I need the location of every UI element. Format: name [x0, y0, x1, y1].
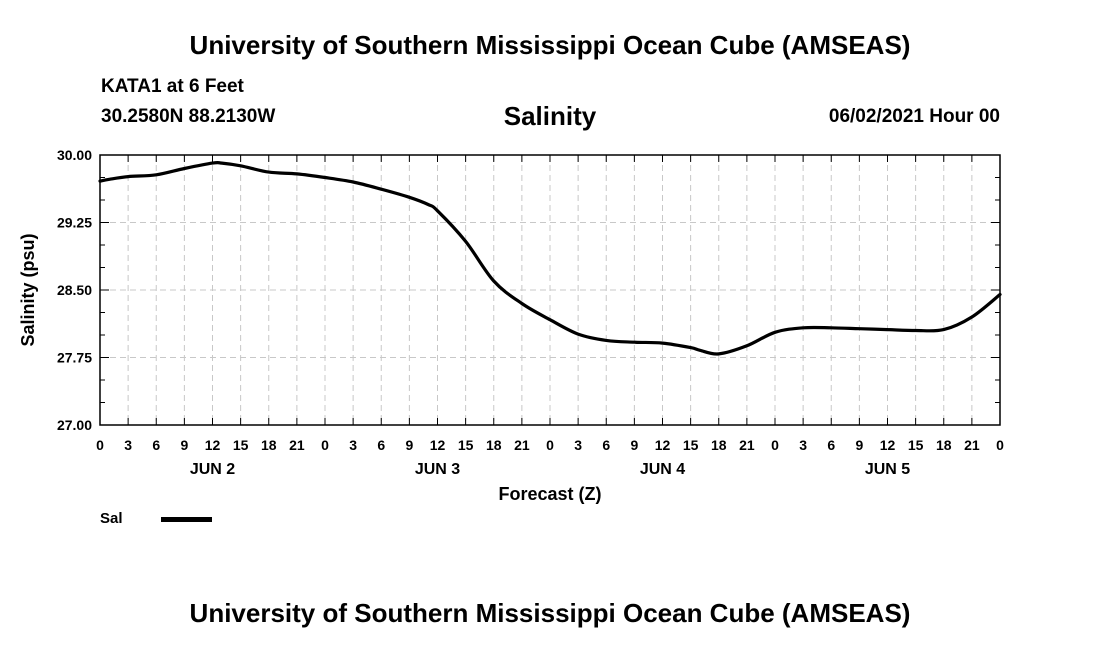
y-tick-label: 30.00 — [57, 147, 92, 163]
x-tick-label: 15 — [683, 437, 699, 453]
x-tick-label: 18 — [261, 437, 277, 453]
y-tick-label: 29.25 — [57, 215, 92, 231]
x-tick-label: 15 — [233, 437, 249, 453]
x-tick-label: 3 — [799, 437, 807, 453]
x-tick-label: 21 — [289, 437, 305, 453]
x-tick-label: 12 — [205, 437, 221, 453]
x-tick-label: 0 — [996, 437, 1004, 453]
x-tick-label: 21 — [964, 437, 980, 453]
x-tick-label: 12 — [880, 437, 896, 453]
x-tick-label: 6 — [827, 437, 835, 453]
x-tick-label: 3 — [349, 437, 357, 453]
y-axis-title: Salinity (psu) — [18, 233, 38, 346]
x-day-label: JUN 3 — [415, 461, 460, 478]
y-tick-label: 27.75 — [57, 350, 92, 366]
x-tick-label: 6 — [377, 437, 385, 453]
x-tick-label: 0 — [771, 437, 779, 453]
x-axis-title: Forecast (Z) — [498, 484, 601, 504]
page-title: University of Southern Mississippi Ocean… — [189, 30, 911, 60]
x-axis: 0 3 6 9 12 15 18 21 0 3 6 9 12 15 18 21 0 3 6 9 12 15 18 21 0 3 6 9… — [96, 437, 1004, 478]
chart-title: Salinity — [503, 101, 597, 131]
series-layer — [98, 160, 1002, 356]
x-tick-label: 0 — [546, 437, 554, 453]
plot-frame — [99, 154, 1001, 426]
x-tick-label: 15 — [908, 437, 924, 453]
x-day-label: JUN 2 — [190, 461, 235, 478]
x-tick-label: 18 — [936, 437, 952, 453]
x-tick-label: 18 — [486, 437, 502, 453]
x-tick-label: 9 — [855, 437, 863, 453]
x-tick-label: 6 — [152, 437, 160, 453]
legend-line-swatch — [161, 517, 212, 522]
x-tick-label: 9 — [630, 437, 638, 453]
x-tick-label: 21 — [514, 437, 530, 453]
x-tick-label: 6 — [602, 437, 610, 453]
coordinates-label: 30.2580N 88.2130W — [101, 106, 276, 127]
y-axis: 27.00 27.75 28.50 29.25 30.00 — [57, 147, 92, 433]
x-tick-label: 15 — [458, 437, 474, 453]
x-tick-label: 3 — [574, 437, 582, 453]
legend-label: Sal — [100, 510, 123, 527]
y-tick-label: 28.50 — [57, 282, 92, 298]
y-tick-label: 27.00 — [57, 417, 92, 433]
datetime-label: 06/02/2021 Hour 00 — [828, 106, 1000, 127]
x-tick-label: 12 — [430, 437, 446, 453]
x-tick-label: 0 — [321, 437, 329, 453]
x-tick-label: 9 — [405, 437, 413, 453]
footer-title: University of Southern Mississippi Ocean… — [189, 598, 911, 628]
x-tick-label: 18 — [711, 437, 727, 453]
x-day-label: JUN 4 — [640, 461, 685, 478]
x-tick-label: 12 — [655, 437, 671, 453]
x-day-label: JUN 5 — [865, 461, 910, 478]
x-tick-label: 9 — [180, 437, 188, 453]
x-tick-label: 0 — [96, 437, 104, 453]
x-tick-label: 21 — [739, 437, 755, 453]
grid — [100, 155, 1000, 425]
x-tick-label: 3 — [124, 437, 132, 453]
station-label: KATA1 at 6 Feet — [101, 76, 244, 97]
series-line-sal — [98, 160, 1002, 356]
